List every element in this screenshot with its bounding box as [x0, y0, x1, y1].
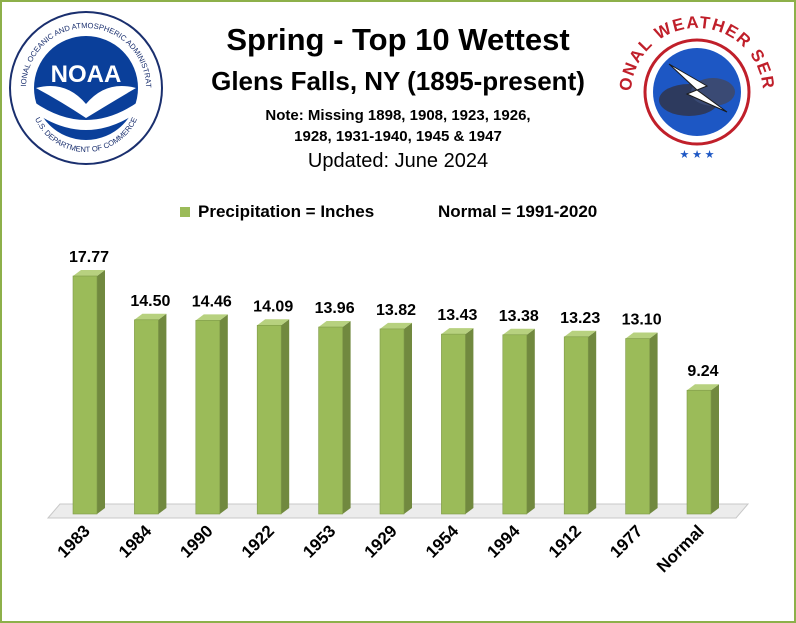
- bar-side: [526, 328, 535, 514]
- bar-side: [711, 384, 719, 514]
- noaa-logo-text: NOAA: [51, 61, 122, 88]
- chart-subtitle: Glens Falls, NY (1895-present): [211, 66, 585, 96]
- bar-top: [441, 328, 474, 335]
- x-tick-label: 1912: [545, 521, 585, 561]
- normal-period-note: Normal = 1991-2020: [438, 202, 598, 221]
- bars-group: [72, 270, 719, 515]
- data-label: 13.43: [437, 307, 477, 324]
- bar-top: [195, 314, 228, 321]
- data-label: 13.23: [560, 310, 600, 327]
- x-tick-label: 1984: [115, 521, 156, 562]
- bar-top: [318, 321, 351, 328]
- bar-normal: [686, 384, 719, 515]
- bar-side: [404, 322, 412, 514]
- updated-date: Updated: June 2024: [307, 150, 489, 172]
- data-label: 14.46: [192, 293, 232, 310]
- bar-top: [625, 332, 658, 339]
- x-tick-label: 1953: [299, 521, 339, 561]
- bar-top: [380, 322, 412, 329]
- bar-side: [219, 314, 228, 514]
- bar-front: [379, 328, 405, 515]
- bar-front: [625, 338, 650, 515]
- bar-front: [195, 320, 221, 515]
- legend-series-label: Precipitation = Inches: [198, 202, 375, 221]
- bar-top: [73, 270, 105, 276]
- data-label: 14.50: [130, 293, 170, 310]
- nws-logo-icon: NATIONAL WEATHER SERVICE ★ ★ ★: [617, 8, 777, 161]
- bar-front: [72, 275, 98, 515]
- bar-top: [564, 330, 597, 337]
- bar-1953: [318, 321, 351, 515]
- data-label: 13.96: [315, 300, 355, 317]
- bar-front: [686, 389, 712, 515]
- bar-1922: [256, 319, 290, 515]
- x-tick-label: 1983: [54, 521, 94, 561]
- chart-title: Spring - Top 10 Wettest: [226, 22, 570, 57]
- bar-front: [318, 326, 343, 515]
- bar-side: [465, 328, 474, 514]
- bar-top: [687, 384, 719, 391]
- x-tick-label: 1954: [422, 521, 463, 562]
- bar-side: [97, 270, 105, 514]
- x-tick-label: 1977: [606, 521, 646, 561]
- bar-front: [441, 333, 466, 515]
- x-tick-label: 1990: [176, 521, 216, 561]
- bar-1994: [502, 328, 535, 515]
- bar-side: [588, 330, 597, 514]
- missing-years-note-line1: Note: Missing 1898, 1908, 1923, 1926,: [265, 107, 531, 124]
- bar-1990: [195, 314, 228, 515]
- missing-years-note-line2: 1928, 1931-1940, 1945 & 1947: [294, 128, 502, 145]
- data-label: 17.77: [69, 249, 109, 266]
- bar-top: [257, 319, 290, 326]
- x-tick-label: Normal: [653, 521, 708, 576]
- bar-1929: [379, 322, 412, 515]
- bar-side: [649, 332, 658, 514]
- bar-1912: [563, 330, 597, 515]
- data-label: 13.82: [376, 302, 416, 319]
- bar-1984: [134, 313, 167, 515]
- bar-front: [502, 334, 528, 515]
- bar-top: [502, 328, 535, 335]
- bar-side: [158, 313, 167, 514]
- bar-1983: [72, 270, 105, 515]
- x-tick-label: 1929: [361, 521, 401, 561]
- data-label: 13.10: [622, 312, 662, 329]
- data-label: 13.38: [499, 308, 539, 325]
- bar-front: [256, 324, 282, 515]
- data-label: 9.24: [687, 363, 718, 380]
- data-label: 14.09: [253, 298, 293, 315]
- bar-1977: [625, 332, 658, 515]
- x-tick-labels-group: 1983 1984 1990 1922 1953 1929 1954 1994 1912 1977…: [54, 521, 708, 576]
- bar-side: [281, 319, 290, 514]
- bar-1954: [441, 328, 474, 515]
- legend-swatch: [180, 207, 190, 217]
- noaa-logo-icon: NOAA NATIONAL OCEANIC AND ATMOSPHERIC AD…: [6, 8, 163, 165]
- bar-side: [342, 321, 351, 514]
- data-labels-group: 17.77 14.50 14.46 14.09 13.96 13.82 13.43 13.38…: [69, 249, 719, 380]
- bar-front: [563, 336, 589, 515]
- x-tick-label: 1922: [238, 521, 278, 561]
- bar-top: [134, 313, 167, 320]
- nws-stars-icon: ★ ★ ★: [679, 149, 714, 161]
- bar-front: [134, 319, 159, 515]
- x-tick-label: 1994: [483, 521, 524, 562]
